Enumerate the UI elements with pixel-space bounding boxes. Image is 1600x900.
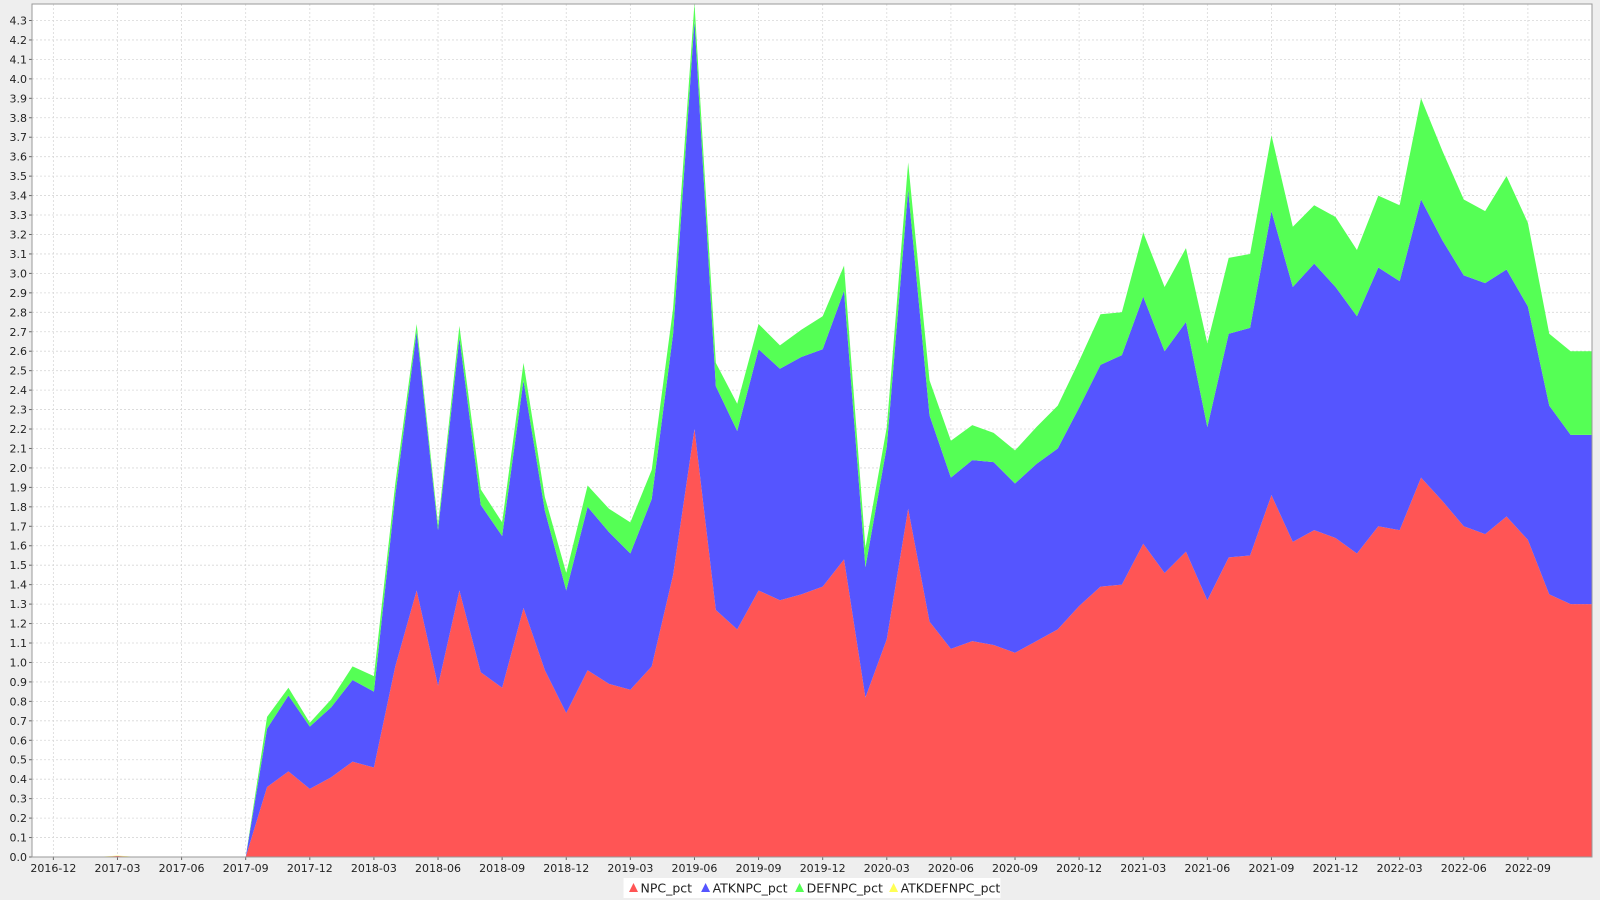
legend-label-ATKNPC_pct: ATKNPC_pct bbox=[713, 881, 788, 896]
y-tick-label: 0.3 bbox=[10, 793, 28, 806]
x-tick-label: 2016-12 bbox=[30, 862, 76, 875]
x-tick-label: 2020-09 bbox=[992, 862, 1038, 875]
y-tick-label: 3.9 bbox=[10, 92, 28, 105]
x-tick-label: 2022-03 bbox=[1377, 862, 1423, 875]
y-tick-label: 4.0 bbox=[10, 73, 28, 86]
legend-label-DEFNPC_pct: DEFNPC_pct bbox=[807, 881, 883, 896]
y-tick-label: 2.1 bbox=[10, 442, 28, 455]
y-tick-label: 1.5 bbox=[10, 559, 28, 572]
x-tick-label: 2020-03 bbox=[864, 862, 910, 875]
y-tick-label: 2.6 bbox=[10, 345, 28, 358]
y-tick-label: 3.4 bbox=[10, 190, 28, 203]
x-tick-label: 2020-12 bbox=[1056, 862, 1102, 875]
legend-swatch-NPC_pct bbox=[629, 883, 638, 892]
y-tick-label: 1.6 bbox=[10, 540, 28, 553]
y-tick-label: 1.2 bbox=[10, 618, 28, 631]
y-tick-label: 2.4 bbox=[10, 384, 28, 397]
y-tick-label: 1.3 bbox=[10, 598, 28, 611]
y-tick-label: 3.5 bbox=[10, 170, 28, 183]
y-tick-label: 1.8 bbox=[10, 501, 28, 514]
y-tick-label: 2.8 bbox=[10, 306, 28, 319]
x-tick-label: 2018-12 bbox=[543, 862, 589, 875]
legend: NPC_pct ATKNPC_pct DEFNPC_pct ATKDEFNPC_pct bbox=[623, 878, 1001, 898]
x-tick-label: 2021-09 bbox=[1248, 862, 1294, 875]
x-tick-label: 2019-12 bbox=[800, 862, 846, 875]
legend-box bbox=[623, 878, 1001, 898]
y-tick-label: 0.7 bbox=[10, 715, 28, 728]
x-tick-label: 2018-03 bbox=[351, 862, 397, 875]
y-tick-label: 3.2 bbox=[10, 228, 28, 241]
x-tick-label: 2019-06 bbox=[671, 862, 717, 875]
x-tick-label: 2017-09 bbox=[223, 862, 269, 875]
y-tick-label: 1.7 bbox=[10, 520, 28, 533]
x-tick-label: 2019-09 bbox=[736, 862, 782, 875]
y-tick-label: 0.8 bbox=[10, 695, 28, 708]
legend-swatch-ATKDEFNPC_pct bbox=[889, 883, 899, 892]
y-tick-label: 2.7 bbox=[10, 326, 28, 339]
legend-label-NPC_pct: NPC_pct bbox=[641, 881, 693, 896]
area-ATKNPC_pct bbox=[32, 20, 1592, 857]
axes: 0.0 0.1 0.2 0.3 0.4 0.5 0.6 0.7 0.8 0.9 1.0 1.1 1.2 1… bbox=[10, 3, 1593, 875]
y-tick-label: 1.4 bbox=[10, 579, 28, 592]
y-tick-label: 2.2 bbox=[10, 423, 28, 436]
y-tick-label: 2.0 bbox=[10, 462, 28, 475]
x-tick-label: 2017-06 bbox=[159, 862, 205, 875]
y-tick-label: 1.0 bbox=[10, 656, 28, 669]
y-tick-label: 0.1 bbox=[10, 832, 28, 845]
y-tick-label: 2.9 bbox=[10, 287, 28, 300]
x-tick-label: 2021-12 bbox=[1313, 862, 1359, 875]
y-tick-label: 0.9 bbox=[10, 676, 28, 689]
x-tick-label: 2018-09 bbox=[479, 862, 525, 875]
legend-swatch-DEFNPC_pct bbox=[795, 883, 805, 892]
x-tick-label: 2021-03 bbox=[1120, 862, 1166, 875]
x-tick-label: 2021-06 bbox=[1184, 862, 1230, 875]
x-tick-label: 2022-09 bbox=[1505, 862, 1551, 875]
y-tick-label: 3.1 bbox=[10, 248, 28, 261]
y-tick-label: 3.3 bbox=[10, 209, 28, 222]
y-tick-label: 0.0 bbox=[10, 851, 28, 864]
y-tick-label: 3.6 bbox=[10, 151, 28, 164]
legend-swatch-ATKNPC_pct bbox=[701, 883, 711, 892]
y-tick-label: 0.5 bbox=[10, 754, 28, 767]
x-tick-label: 2017-03 bbox=[94, 862, 140, 875]
y-tick-label: 1.9 bbox=[10, 481, 28, 494]
stacked-areas bbox=[32, 2, 1592, 858]
y-tick-label: 4.2 bbox=[10, 34, 28, 47]
y-tick-label: 1.1 bbox=[10, 637, 28, 650]
y-tick-label: 2.5 bbox=[10, 365, 28, 378]
x-tick-label: 2022-06 bbox=[1441, 862, 1487, 875]
y-tick-label: 0.4 bbox=[10, 773, 28, 786]
y-tick-label: 2.3 bbox=[10, 404, 28, 417]
y-tick-label: 0.6 bbox=[10, 734, 28, 747]
x-tick-label: 2018-06 bbox=[415, 862, 461, 875]
y-tick-label: 4.1 bbox=[10, 53, 28, 66]
y-tick-label: 3.0 bbox=[10, 267, 28, 280]
x-tick-label: 2019-03 bbox=[607, 862, 653, 875]
y-tick-label: 3.7 bbox=[10, 131, 28, 144]
y-tick-label: 4.3 bbox=[10, 15, 28, 28]
y-tick-label: 0.2 bbox=[10, 812, 28, 825]
x-tick-label: 2020-06 bbox=[928, 862, 974, 875]
y-tick-label: 3.8 bbox=[10, 112, 28, 125]
legend-label-ATKDEFNPC_pct: ATKDEFNPC_pct bbox=[901, 881, 1001, 896]
x-tick-label: 2017-12 bbox=[287, 862, 333, 875]
area-NPC_pct bbox=[32, 429, 1592, 857]
plot-border bbox=[31, 3, 1593, 858]
